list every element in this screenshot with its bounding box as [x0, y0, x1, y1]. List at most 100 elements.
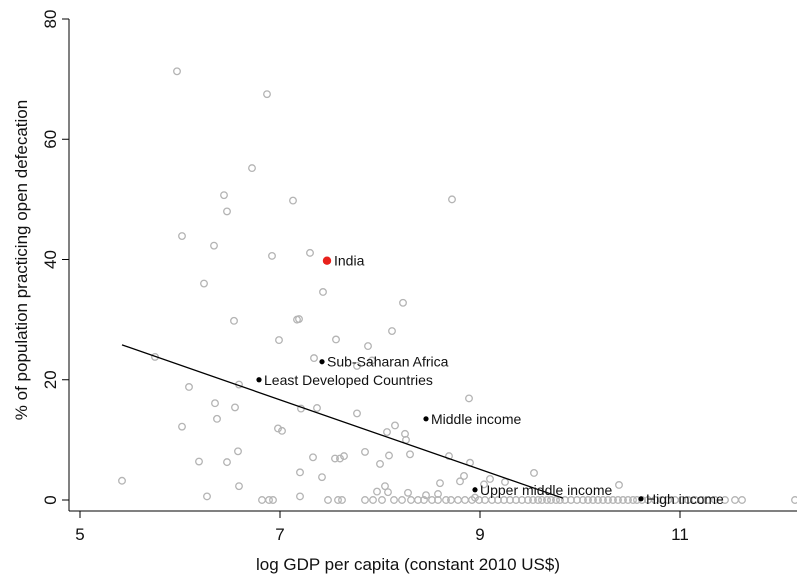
country-point [313, 404, 321, 412]
country-point [486, 475, 494, 483]
country-point [609, 496, 617, 504]
country-point [310, 354, 318, 363]
fit-line-group [121, 344, 564, 499]
country-point [384, 488, 392, 497]
country-point [436, 479, 444, 488]
country-point [388, 327, 396, 335]
country-point [338, 496, 346, 504]
group-points: Sub-Saharan Africa Least Developed Countr… [256, 354, 724, 507]
group-point [319, 359, 325, 365]
group-label: Upper middle income [480, 482, 612, 498]
country-point [480, 480, 488, 489]
country-point [731, 496, 739, 504]
highlight-group: India [322, 253, 365, 269]
country-point [543, 496, 551, 504]
x-tick-label: 5 [75, 525, 84, 544]
country-point [178, 232, 186, 241]
country-point [373, 487, 381, 496]
country-point [274, 424, 282, 433]
country-point [361, 496, 369, 504]
y-tick-label: 60 [41, 130, 60, 149]
country-point [614, 496, 622, 504]
country-point [195, 457, 203, 466]
country-point [791, 496, 797, 504]
country-point [269, 496, 277, 504]
country-point [230, 316, 238, 325]
country-point [434, 496, 442, 504]
country-point [173, 67, 181, 76]
country-point [340, 452, 348, 461]
country-point [334, 496, 342, 504]
country-point [331, 454, 339, 463]
country-point [336, 454, 344, 463]
country-point [318, 473, 326, 482]
country-point [584, 496, 592, 504]
group-point [472, 487, 478, 493]
country-point [465, 394, 473, 403]
country-point [353, 409, 361, 418]
country-point [361, 447, 369, 456]
x-axis-ticks: 5 7 9 11 [75, 511, 689, 544]
country-point [368, 356, 376, 365]
country-point [231, 403, 239, 412]
country-point [524, 496, 532, 504]
country-point [332, 335, 340, 344]
fit-line [121, 344, 564, 499]
country-point [589, 496, 597, 504]
country-point [442, 496, 450, 504]
country-point [385, 451, 393, 460]
country-point [223, 207, 231, 216]
country-point [268, 251, 276, 260]
x-tick-label: 11 [671, 525, 689, 544]
country-point [210, 241, 218, 250]
country-point [289, 196, 297, 205]
country-point [404, 488, 412, 497]
country-point [376, 459, 384, 468]
country-point [118, 476, 126, 485]
country-point [324, 496, 332, 504]
country-point [211, 399, 219, 408]
country-point [369, 496, 377, 504]
country-point [248, 164, 256, 173]
group-label: Middle income [431, 411, 521, 427]
country-point [353, 361, 361, 370]
country-points [118, 67, 797, 504]
country-point [235, 482, 243, 491]
x-tick-label: 7 [275, 525, 284, 544]
country-point [406, 450, 414, 459]
country-point [547, 496, 555, 504]
country-point [263, 90, 271, 99]
country-point [599, 496, 607, 504]
country-point [296, 468, 304, 477]
country-point [422, 491, 430, 500]
group-label: Least Developed Countries [264, 372, 433, 388]
country-point [309, 453, 317, 462]
x-axis-title: log GDP per capita (constant 2010 US$) [256, 555, 560, 574]
x-tick-label: 9 [475, 525, 484, 544]
country-point [265, 496, 273, 504]
country-point [460, 472, 468, 480]
y-tick-label: 40 [41, 250, 60, 269]
country-point [456, 477, 464, 486]
country-point [293, 315, 301, 324]
country-point [461, 496, 469, 504]
country-point [390, 496, 398, 504]
india-point [322, 256, 332, 265]
country-point [296, 492, 304, 501]
country-point [381, 482, 389, 491]
country-point [178, 422, 186, 431]
country-point [629, 496, 637, 504]
country-point [738, 496, 746, 504]
country-point [534, 496, 542, 504]
country-point [538, 496, 546, 504]
country-point [445, 452, 453, 461]
country-point [711, 496, 719, 504]
country-point [594, 496, 602, 504]
country-point [223, 458, 231, 467]
country-point [391, 421, 399, 430]
group-label: High income [646, 491, 724, 507]
country-point [398, 496, 406, 504]
y-tick-label: 20 [41, 370, 60, 389]
country-point [420, 496, 428, 504]
